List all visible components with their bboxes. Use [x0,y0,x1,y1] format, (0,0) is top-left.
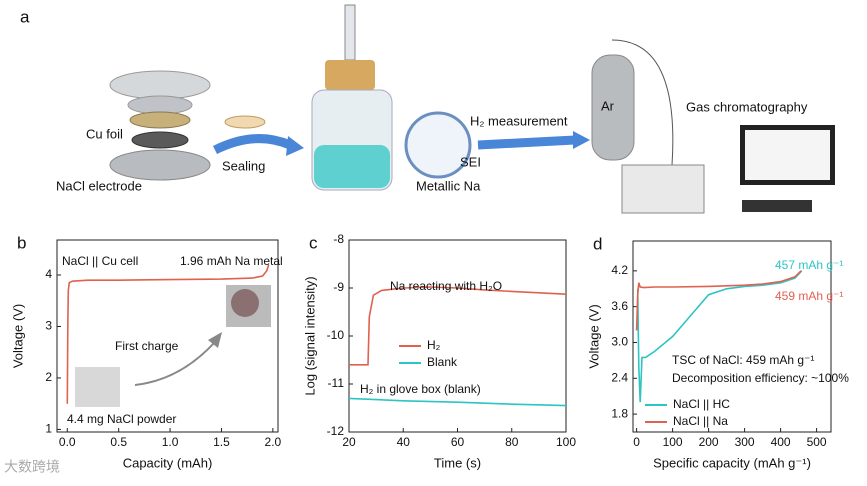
label: Metallic Na [416,178,481,193]
watermark: 大数跨境 [4,459,60,475]
panel-letter: c [309,233,318,252]
y-tick-label: 3 [45,319,52,333]
x-tick-label: 60 [451,435,465,449]
y-tick-label: 1.8 [611,406,628,420]
panel-letter: b [17,233,26,252]
x-axis-label: Time (s) [434,455,481,470]
series-line [348,397,567,407]
plot-frame [632,240,832,433]
y-tick-label: 4.2 [611,263,628,277]
x-tick-label: 500 [807,435,827,449]
inset [75,285,271,407]
y-axis-label: Voltage (V) [10,304,25,368]
label: Cu foil [86,126,123,141]
x-tick-label: 80 [505,435,519,449]
label: SEI [460,154,481,169]
y-tick-label: 2 [45,370,52,384]
x-tick-label: 200 [699,435,719,449]
x-tick-label: 1.0 [162,435,179,449]
legend-label: H₂ [427,338,441,352]
x-tick-label: 0.5 [110,435,127,449]
panel-letter: d [593,234,602,253]
y-tick-label: -12 [327,424,345,438]
x-tick-label: 40 [397,435,411,449]
y-tick-label: 3.0 [611,335,628,349]
series-line [636,270,803,403]
y-tick-label: 4 [45,267,52,281]
annotation: H₂ in glove box (blank) [360,382,481,396]
y-tick-label: -8 [333,232,344,246]
schematic [109,4,835,214]
label: Sealing [222,158,265,173]
x-tick-label: 1.5 [213,435,230,449]
label: H₂ measurement [470,113,568,128]
series-line [635,270,802,331]
y-axis-label: Voltage (V) [586,304,601,368]
x-tick-label: 100 [663,435,683,449]
y-tick-label: -9 [333,280,344,294]
annotation: Decomposition efficiency: ~100% [672,371,849,385]
annotation: First charge [115,339,179,353]
label: Ar [601,98,615,113]
label: Gas chromatography [686,99,808,114]
y-tick-label: 2.4 [611,370,628,384]
series-line [66,264,270,404]
y-tick-label: 3.6 [611,299,628,313]
series-line [349,286,567,366]
plot-frame [56,239,279,433]
y-tick-label: 1 [45,422,52,436]
y-tick-label: -11 [328,376,345,390]
annotation: 459 mAh g⁻¹ [775,289,843,303]
y-tick-label: -10 [327,328,345,342]
x-tick-label: 100 [556,435,576,449]
label: NaCl electrode [56,178,142,193]
x-tick-label: 20 [342,435,356,449]
y-axis-label: Log (signal intensity) [302,276,317,395]
x-tick-label: 400 [771,435,791,449]
legend-label: Blank [427,355,458,369]
x-tick-label: 300 [735,435,755,449]
legend-label: NaCl || Na [673,414,728,428]
x-tick-label: 2.0 [265,435,282,449]
annotation: 1.96 mAh Na metal [180,254,283,268]
annotation: NaCl || Cu cell [62,254,138,268]
annotation: 457 mAh g⁻¹ [775,258,843,272]
x-tick-label: 0 [633,435,640,449]
x-tick-label: 0.0 [59,435,76,449]
annotation: 4.4 mg NaCl powder [67,412,176,426]
x-axis-label: Capacity (mAh) [123,455,213,470]
annotation: TSC of NaCl: 459 mAh g⁻¹ [672,353,814,367]
panel-letter: a [20,7,30,26]
x-axis-label: Specific capacity (mAh g⁻¹) [653,455,811,470]
annotation: Na reacting with H₂O [390,279,502,293]
plot-frame [348,239,567,433]
legend-label: NaCl || HC [673,397,730,411]
